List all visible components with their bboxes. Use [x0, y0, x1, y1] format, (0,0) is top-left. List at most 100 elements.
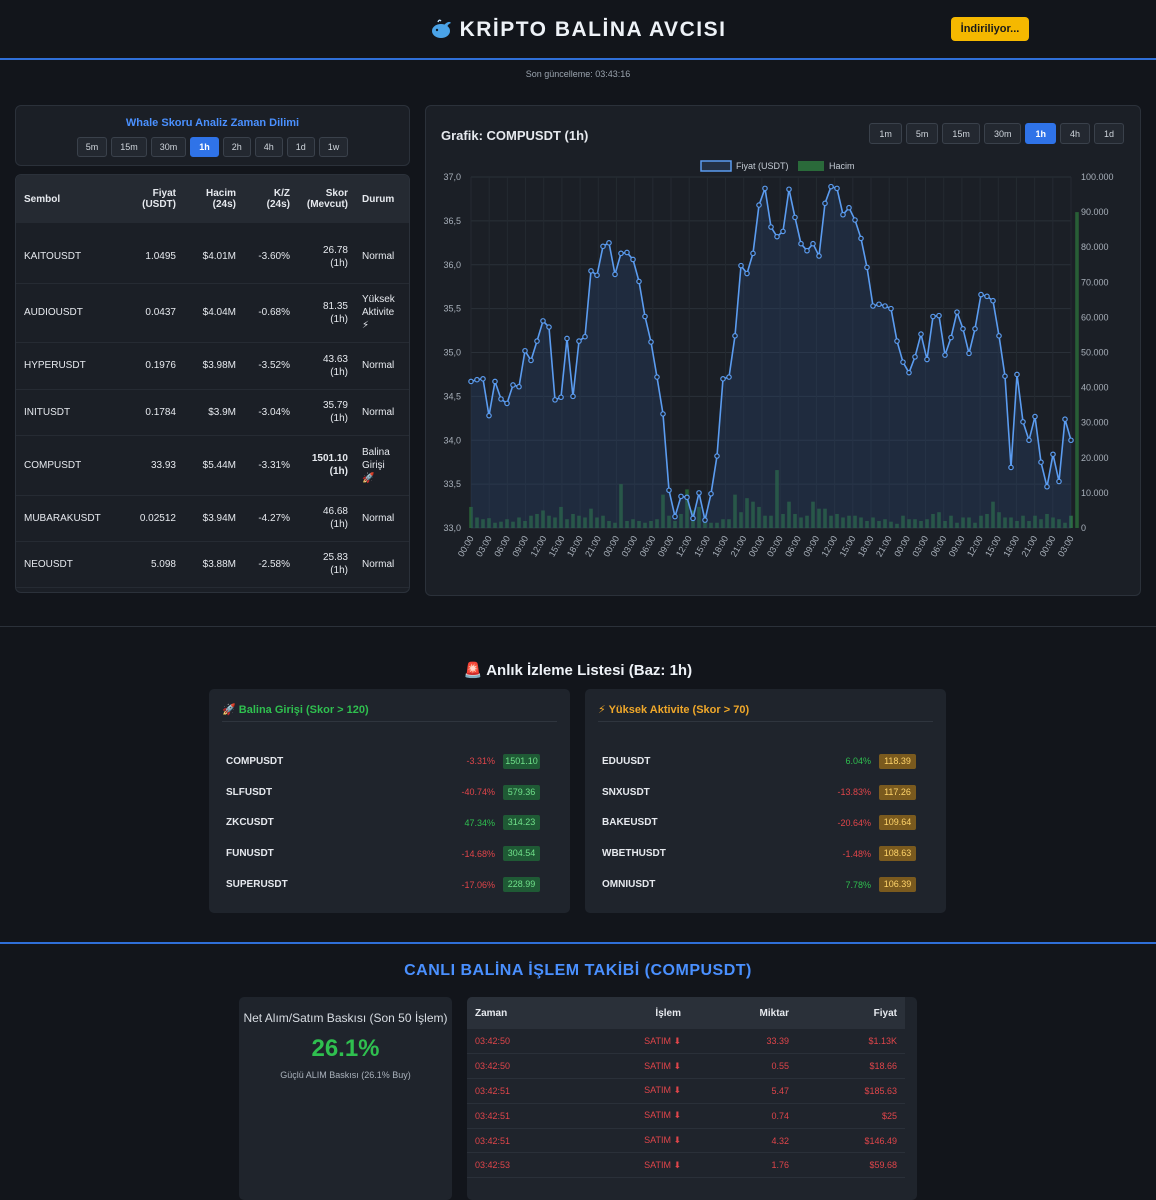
pressure-subtitle: Güçlü ALIM Baskısı (26.1% Buy)	[280, 1070, 411, 1080]
row-symbol: INITUSDT	[16, 389, 116, 436]
price-point	[576, 338, 582, 344]
table-row[interactable]: KAITOUSDT 1.0495 $4.01M -3.60% 26.78 (1h) Norm…	[16, 231, 409, 284]
table-row[interactable]: MUBARAKUSDT 0.02512 $3.94M -4.27% 46.68 (1h) N…	[16, 495, 409, 542]
table-row[interactable]: AUDIOUSDT 0.0437 $4.04M -0.68% 81.35 (1h) Yüks…	[16, 283, 409, 343]
y-right-tick: 100.000	[1081, 172, 1114, 182]
legend-price-label[interactable]: Fiyat (USDT)	[736, 161, 789, 171]
price-point	[774, 233, 780, 240]
x-tick: 15:00	[692, 534, 712, 559]
col-time[interactable]: Zaman	[467, 997, 567, 1029]
volume-bar	[469, 506, 473, 528]
list-item[interactable]: SNXUSDT -13.83% 117.26	[602, 777, 916, 808]
list-item[interactable]: SUPERUSDT -17.06% 228.99	[226, 869, 540, 900]
col-amount[interactable]: Miktar	[689, 997, 797, 1029]
watch-score-badge: 109.64	[879, 815, 916, 831]
list-item[interactable]: SLFUSDT -40.74% 579.36	[226, 777, 540, 808]
col-status[interactable]: Durum	[356, 175, 409, 223]
col-pnl[interactable]: K/Z (24s)	[244, 175, 298, 223]
col-side[interactable]: İşlem	[567, 997, 689, 1029]
price-point	[882, 303, 888, 309]
chart-tf-button-15m[interactable]: 15m	[942, 123, 980, 144]
whale-icon	[431, 19, 451, 38]
trade-side: SATIM ⬇	[567, 1103, 689, 1129]
price-point	[1044, 483, 1050, 490]
row-price: 0.02512	[116, 495, 184, 542]
list-item[interactable]: OMNIUSDT 7.78% 106.39	[602, 869, 916, 900]
price-point	[786, 186, 792, 193]
volume-bar	[1069, 515, 1073, 528]
list-item[interactable]: FUNUSDT -14.68% 304.54	[226, 838, 540, 869]
col-price[interactable]: Fiyat (USDT)	[116, 175, 184, 223]
col-volume[interactable]: Hacim (24s)	[184, 175, 244, 223]
x-tick: 00:00	[1038, 534, 1058, 559]
row-price: 1.0495	[116, 231, 184, 284]
tf-button-2h[interactable]: 2h	[222, 137, 251, 157]
price-point	[798, 240, 804, 247]
chart-tf-button-1h[interactable]: 1h	[1025, 123, 1056, 144]
list-item[interactable]: COMPUSDT -3.31% 1501.10	[226, 746, 540, 777]
trade-amount: 33.39	[689, 1029, 797, 1055]
price-point	[1062, 416, 1068, 422]
volume-bar	[775, 470, 779, 528]
tf-button-1h[interactable]: 1h	[190, 137, 219, 157]
chart-tf-button-1d[interactable]: 1d	[1093, 123, 1124, 144]
col-symbol[interactable]: Sembol	[16, 175, 116, 223]
price-point	[564, 335, 570, 342]
table-row[interactable]: COMPUSDT 33.93 $5.44M -3.31% 1501.10 (1h) Bali…	[16, 435, 409, 496]
chart-tf-button-4h[interactable]: 4h	[1059, 123, 1090, 144]
price-point	[852, 217, 858, 223]
chart-tf-button-5m[interactable]: 5m	[905, 123, 939, 144]
price-point	[876, 301, 882, 308]
table-row[interactable]: NEOUSDT 5.098 $3.88M -2.58% 25.83 (1h) Normal	[16, 541, 409, 588]
x-tick: 06:00	[638, 534, 658, 559]
pressure-card: Net Alım/Satım Baskısı (Son 50 İşlem) 26…	[239, 997, 452, 1200]
tf-button-15m[interactable]: 15m	[111, 137, 147, 157]
price-point	[492, 378, 498, 385]
volume-bar	[481, 519, 485, 528]
legend-volume-swatch[interactable]	[798, 161, 824, 171]
y-left-tick: 33,0	[443, 523, 461, 533]
table-row[interactable]: HYPERUSDT 0.1976 $3.98M -3.52% 43.63 (1h) Norm…	[16, 342, 409, 390]
price-point	[618, 250, 624, 257]
x-tick: 12:00	[674, 534, 694, 559]
volume-bar	[733, 494, 737, 528]
x-tick: 18:00	[710, 534, 730, 559]
download-button[interactable]: İndiriliyor...	[951, 17, 1029, 41]
chart-tf-button-1m[interactable]: 1m	[869, 123, 902, 144]
watch-score-badge: 106.39	[879, 877, 916, 893]
list-item[interactable]: WBETHUSDT -1.48% 108.63	[602, 838, 916, 869]
x-tick: 00:00	[456, 534, 476, 559]
col-score[interactable]: Skor (Mevcut)	[298, 175, 356, 223]
row-status: Balina Girişi 🚀	[356, 435, 409, 496]
tf-button-4h[interactable]: 4h	[254, 137, 283, 157]
watch-symbol: BAKEUSDT	[602, 817, 658, 829]
table-row[interactable]: INITUSDT 0.1784 $3.9M -3.04% 35.79 (1h) Normal	[16, 389, 409, 436]
watch-symbol: WBETHUSDT	[602, 848, 666, 860]
list-item[interactable]: ZKCUSDT 47.34% 314.23	[226, 808, 540, 839]
volume-bar	[859, 517, 863, 528]
list-item[interactable]: EDUUSDT 6.04% 118.39	[602, 746, 916, 777]
col-trade-price[interactable]: Fiyat	[797, 997, 905, 1029]
tf-button-1d[interactable]: 1d	[286, 137, 315, 157]
price-point	[918, 331, 924, 337]
y-left-tick: 34,5	[443, 391, 461, 401]
app-title: KRİPTO BALİNA AVCISI	[459, 18, 727, 41]
tf-button-5m[interactable]: 5m	[76, 137, 108, 157]
tf-button-30m[interactable]: 30m	[150, 137, 187, 157]
chart-tf-button-30m[interactable]: 30m	[983, 123, 1022, 144]
watch-score-badge: 117.26	[879, 784, 916, 800]
legend-volume-label[interactable]: Hacim	[829, 161, 855, 171]
price-point	[540, 318, 546, 324]
list-item[interactable]: BAKEUSDT -20.64% 109.64	[602, 808, 916, 839]
watch-change: -14.68%	[461, 848, 495, 859]
price-point	[654, 374, 660, 380]
volume-bar	[967, 517, 971, 528]
tf-button-1w[interactable]: 1w	[318, 137, 349, 157]
volume-bar	[535, 513, 539, 528]
volume-bar	[637, 520, 641, 528]
volume-bar	[943, 520, 947, 528]
trade-side: SATIM ⬇	[567, 1029, 689, 1055]
price-point	[978, 291, 984, 298]
trade-amount: 4.32	[689, 1128, 797, 1154]
legend-price-swatch[interactable]	[700, 160, 732, 172]
